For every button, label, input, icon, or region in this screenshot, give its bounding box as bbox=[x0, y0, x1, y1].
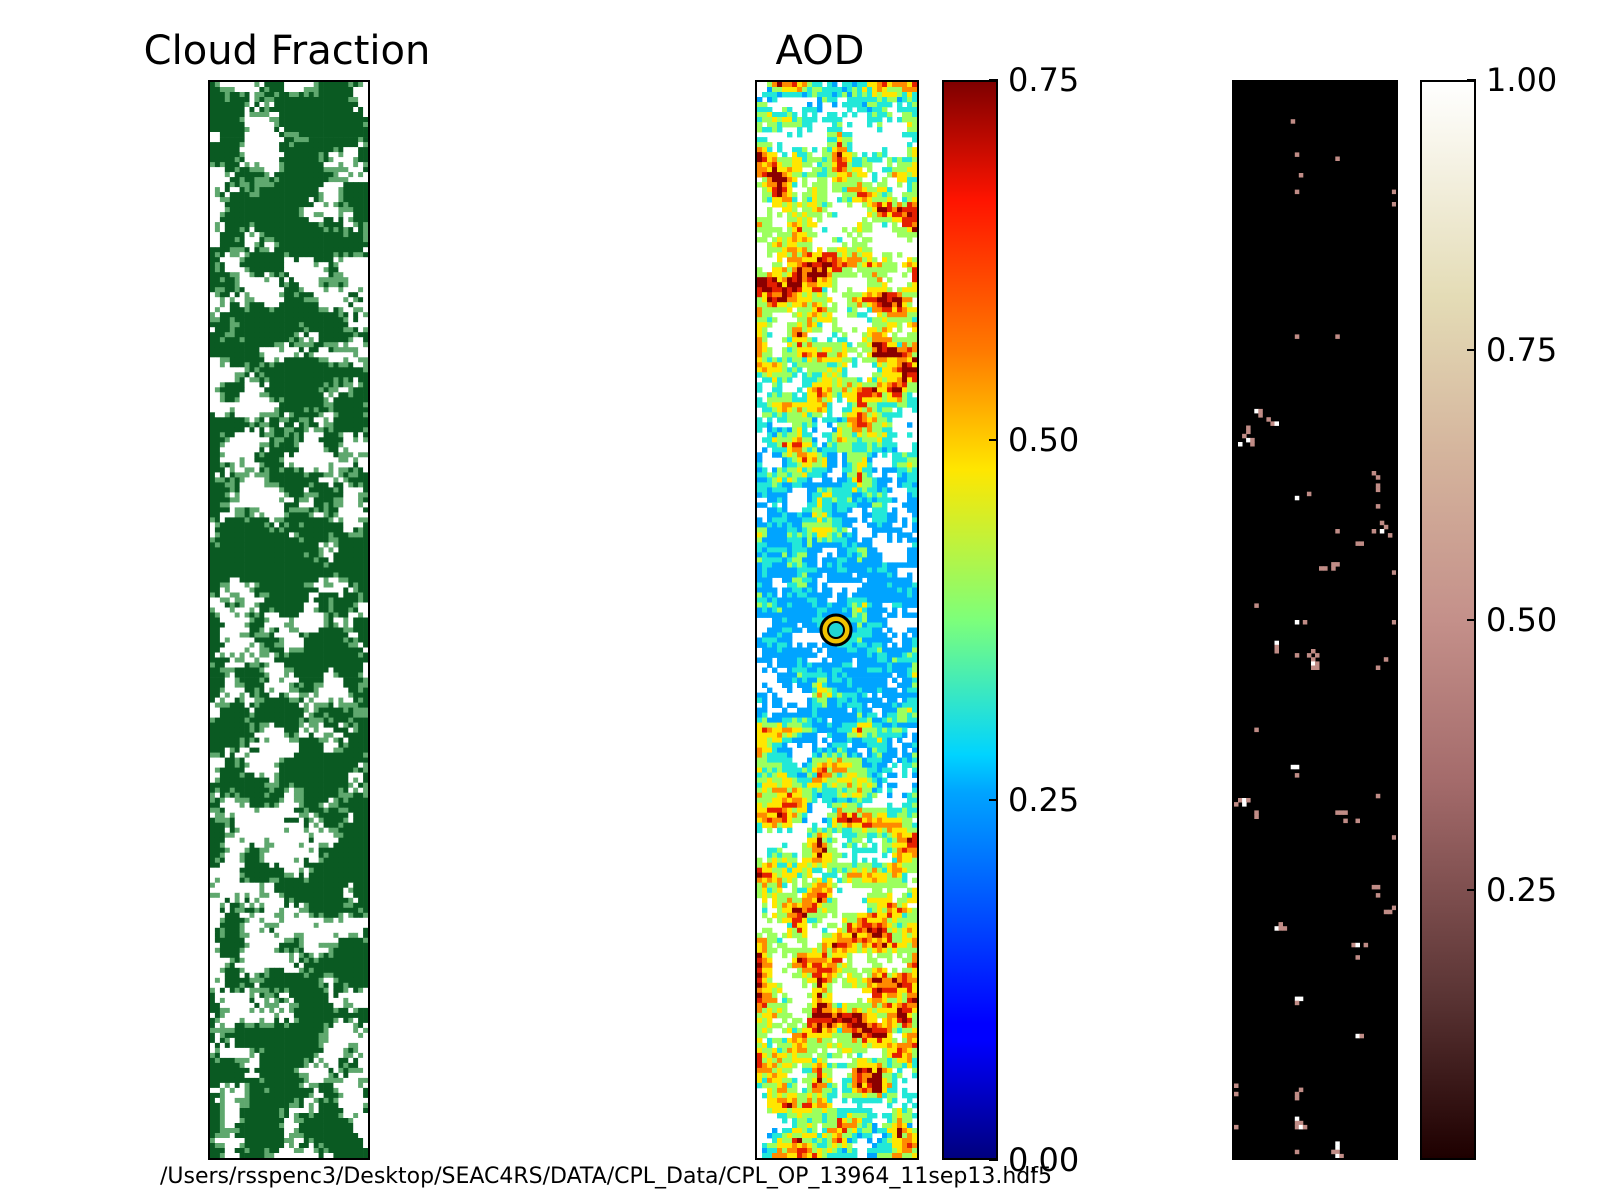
file-path-label: /Users/rsspenc3/Desktop/SEAC4RS/DATA/CPL… bbox=[160, 1164, 1052, 1189]
aod-colorbar bbox=[942, 80, 998, 1160]
pink-colorbar-gradient bbox=[1422, 82, 1474, 1158]
aod-image bbox=[757, 82, 917, 1158]
cloud-fraction-heatmap bbox=[208, 80, 370, 1160]
pink-colorbar-tick bbox=[1467, 79, 1476, 81]
pink-colorbar-tick-label: 0.50 bbox=[1486, 601, 1558, 639]
aod-location-marker bbox=[819, 613, 853, 647]
pink-heatmap bbox=[1232, 80, 1398, 1160]
aod-colorbar-tick-label: 0.50 bbox=[1008, 421, 1080, 459]
pink-colorbar-tick-label: 0.25 bbox=[1486, 871, 1558, 909]
cloud-fraction-image bbox=[210, 82, 368, 1158]
pink-colorbar-tick bbox=[1467, 349, 1476, 351]
pink-colorbar-tick bbox=[1467, 619, 1476, 621]
cloud-fraction-title: Cloud Fraction bbox=[143, 28, 431, 74]
pink-colorbar bbox=[1420, 80, 1476, 1160]
pink-image bbox=[1234, 119, 1396, 1158]
aod-colorbar-gradient bbox=[944, 82, 996, 1158]
aod-colorbar-tick bbox=[989, 799, 998, 801]
aod-colorbar-tick-label: 0.75 bbox=[1008, 61, 1080, 99]
pink-colorbar-tick-label: 1.00 bbox=[1486, 61, 1558, 99]
pink-colorbar-tick bbox=[1467, 889, 1476, 891]
aod-colorbar-tick-label: 0.00 bbox=[1008, 1141, 1080, 1179]
aod-colorbar-tick bbox=[989, 439, 998, 441]
aod-title: AOD bbox=[775, 28, 865, 74]
pink-colorbar-tick-label: 0.75 bbox=[1486, 331, 1558, 369]
aod-heatmap bbox=[755, 80, 919, 1160]
aod-colorbar-tick bbox=[989, 79, 998, 81]
aod-colorbar-tick bbox=[989, 1159, 998, 1161]
aod-colorbar-tick-label: 0.25 bbox=[1008, 781, 1080, 819]
